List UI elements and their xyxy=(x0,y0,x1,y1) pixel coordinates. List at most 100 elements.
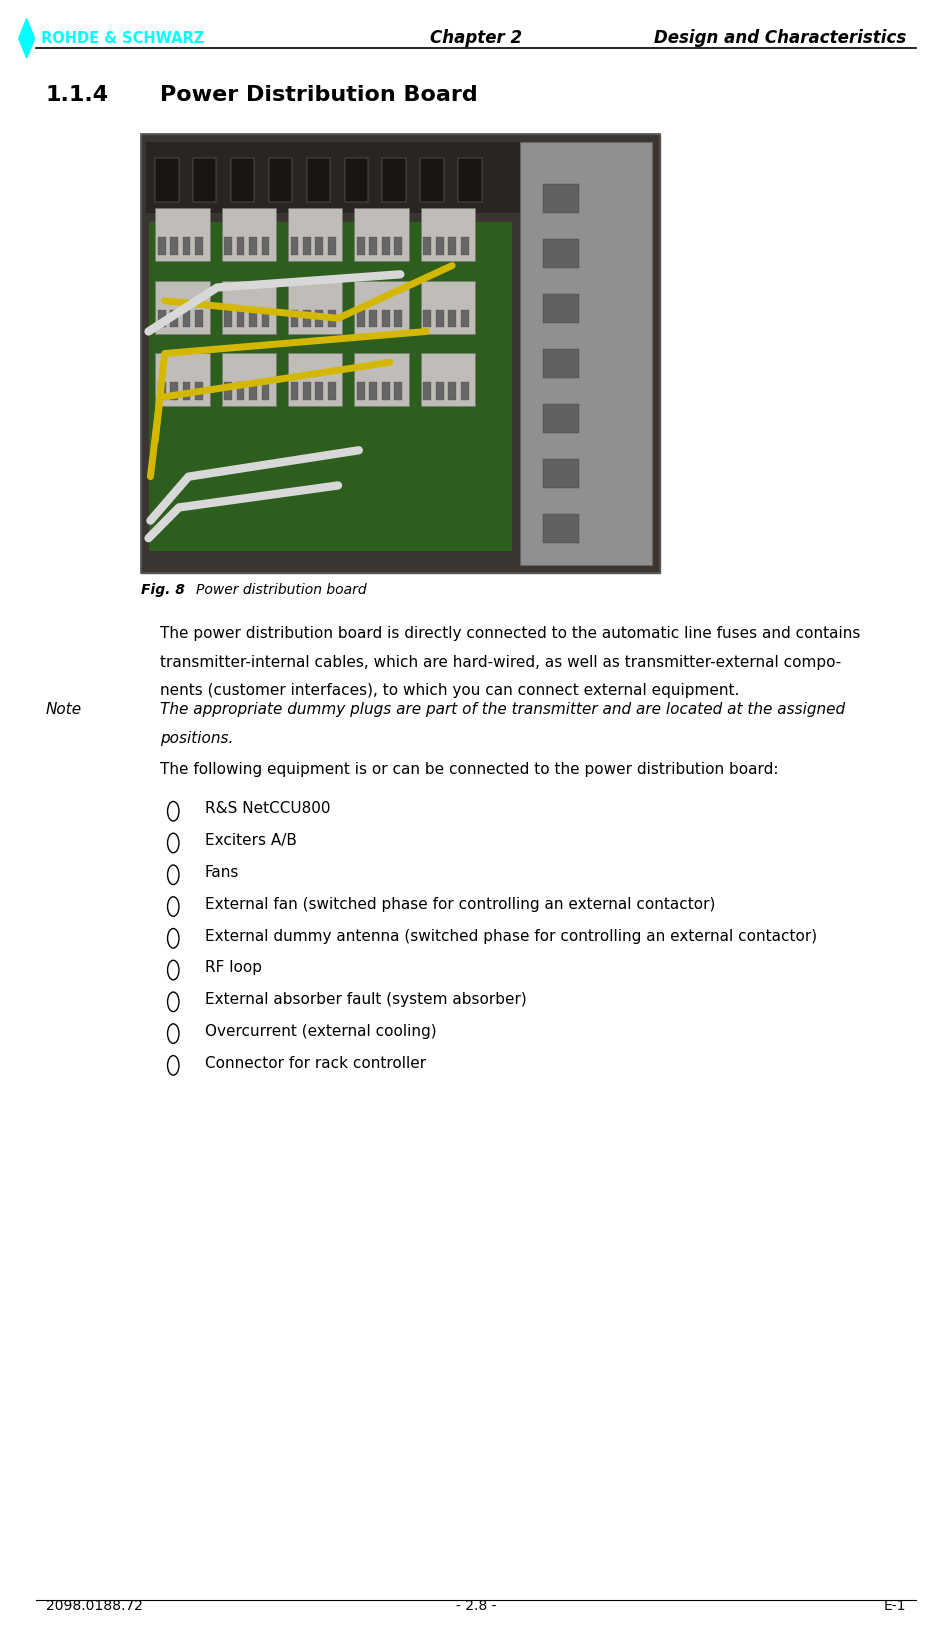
Bar xyxy=(262,310,269,327)
Bar xyxy=(237,236,245,254)
Bar xyxy=(290,236,298,254)
Text: - 2.8 -: - 2.8 - xyxy=(456,1598,496,1613)
Text: transmitter-internal cables, which are hard-wired, as well as transmitter-extern: transmitter-internal cables, which are h… xyxy=(160,655,842,670)
Bar xyxy=(224,310,232,327)
Bar xyxy=(421,353,475,406)
Bar xyxy=(327,310,336,327)
Bar xyxy=(183,383,190,399)
Bar xyxy=(461,383,468,399)
Bar xyxy=(141,134,660,573)
Text: Chapter 2: Chapter 2 xyxy=(430,29,522,47)
Bar xyxy=(193,158,216,202)
Bar xyxy=(249,310,257,327)
Bar xyxy=(543,349,580,378)
Bar xyxy=(424,236,431,254)
Bar xyxy=(458,158,482,202)
Bar xyxy=(369,383,377,399)
Bar xyxy=(424,310,431,327)
Bar xyxy=(420,158,444,202)
Text: Overcurrent (external cooling): Overcurrent (external cooling) xyxy=(205,1025,436,1039)
Bar xyxy=(195,310,203,327)
Text: Design and Characteristics: Design and Characteristics xyxy=(654,29,906,47)
Bar xyxy=(158,310,166,327)
Bar xyxy=(195,383,203,399)
Bar xyxy=(461,310,468,327)
Bar xyxy=(383,158,406,202)
Bar xyxy=(461,236,468,254)
Bar xyxy=(520,142,652,565)
Bar xyxy=(303,236,310,254)
Bar xyxy=(222,353,276,406)
Text: 1.1.4: 1.1.4 xyxy=(46,85,109,104)
Bar xyxy=(421,280,475,334)
Text: R&S NetCCU800: R&S NetCCU800 xyxy=(205,801,330,816)
Bar xyxy=(307,158,330,202)
Text: ROHDE & SCHWARZ: ROHDE & SCHWARZ xyxy=(41,31,204,46)
Bar xyxy=(354,353,409,406)
Text: External fan (switched phase for controlling an external contactor): External fan (switched phase for control… xyxy=(205,896,715,912)
Bar xyxy=(224,236,232,254)
Bar xyxy=(170,310,178,327)
Text: Connector for rack controller: Connector for rack controller xyxy=(205,1056,426,1070)
Text: The power distribution board is directly connected to the automatic line fuses a: The power distribution board is directly… xyxy=(160,626,861,642)
Bar xyxy=(394,236,402,254)
Bar xyxy=(327,383,336,399)
Bar xyxy=(315,310,324,327)
Bar xyxy=(155,158,179,202)
Bar xyxy=(543,459,580,487)
Bar xyxy=(543,404,580,433)
Text: E-1: E-1 xyxy=(883,1598,906,1613)
Bar xyxy=(436,236,444,254)
Text: Exciters A/B: Exciters A/B xyxy=(205,834,297,849)
Bar xyxy=(543,515,580,542)
Bar xyxy=(382,236,389,254)
Bar xyxy=(290,383,298,399)
Bar xyxy=(369,236,377,254)
Bar xyxy=(357,236,365,254)
Bar xyxy=(424,383,431,399)
Bar xyxy=(222,209,276,261)
Bar xyxy=(303,383,310,399)
Bar xyxy=(543,184,580,213)
Text: Power Distribution Board: Power Distribution Board xyxy=(160,85,478,104)
Text: 2098.0188.72: 2098.0188.72 xyxy=(46,1598,143,1613)
Text: Fig. 8: Fig. 8 xyxy=(141,583,185,598)
Bar xyxy=(369,310,377,327)
Bar xyxy=(268,158,292,202)
Bar xyxy=(357,383,365,399)
Bar xyxy=(354,209,409,261)
Text: External absorber fault (system absorber): External absorber fault (system absorber… xyxy=(205,992,526,1007)
Bar xyxy=(158,383,166,399)
Bar xyxy=(158,236,166,254)
Bar xyxy=(357,310,365,327)
Bar xyxy=(543,239,580,267)
Bar xyxy=(183,310,190,327)
Bar xyxy=(288,280,343,334)
Bar xyxy=(170,383,178,399)
Text: The following equipment is or can be connected to the power distribution board:: The following equipment is or can be con… xyxy=(160,762,779,777)
Bar xyxy=(149,222,511,552)
Bar xyxy=(327,236,336,254)
Bar xyxy=(394,310,402,327)
Bar xyxy=(382,383,389,399)
Bar xyxy=(288,209,343,261)
Bar xyxy=(345,158,367,202)
Bar xyxy=(237,383,245,399)
Bar xyxy=(155,209,209,261)
Bar xyxy=(303,310,310,327)
Bar xyxy=(315,236,324,254)
Bar xyxy=(262,236,269,254)
Bar xyxy=(249,236,257,254)
Bar xyxy=(436,310,444,327)
Bar xyxy=(315,383,324,399)
Bar xyxy=(436,383,444,399)
Bar xyxy=(394,383,402,399)
Bar xyxy=(222,280,276,334)
Text: nents (customer interfaces), to which you can connect external equipment.: nents (customer interfaces), to which yo… xyxy=(160,684,740,699)
Bar xyxy=(354,280,409,334)
Text: External dummy antenna (switched phase for controlling an external contactor): External dummy antenna (switched phase f… xyxy=(205,929,817,943)
Text: Power distribution board: Power distribution board xyxy=(196,583,367,598)
Bar xyxy=(382,310,389,327)
Bar xyxy=(290,310,298,327)
Bar xyxy=(183,236,190,254)
